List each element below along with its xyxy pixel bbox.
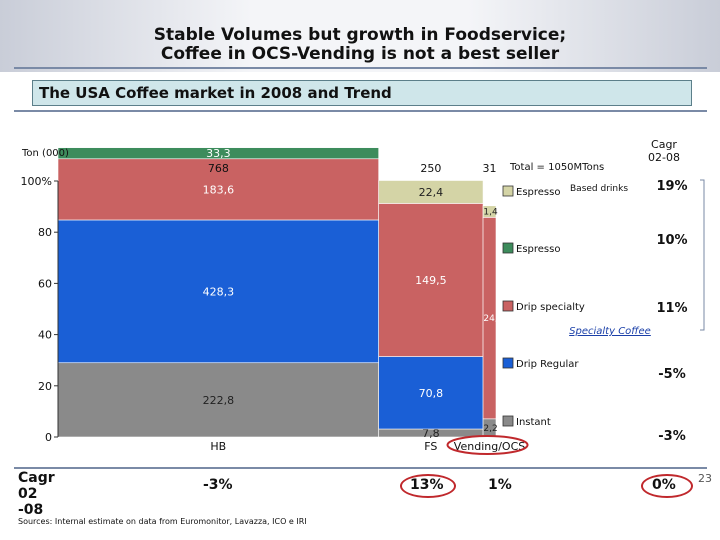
segment-espresso-0 xyxy=(57,147,379,160)
legend-label-drip_regular: Drip Regular xyxy=(516,359,579,370)
bottom-cagr-label: Cagr 02 -08 xyxy=(18,470,55,518)
legend-swatch-instant xyxy=(502,415,514,427)
legend-label-drip_specialty: Drip specialty xyxy=(516,302,585,313)
specialty-coffee-label: Specialty Coffee xyxy=(569,326,651,337)
x-category-label: HB xyxy=(210,440,226,453)
y-tick-label: 0 xyxy=(45,431,52,444)
column-total-label: 768 xyxy=(208,162,229,175)
total-label: Total = 1050MTons xyxy=(509,162,604,173)
legend-swatch-espresso xyxy=(502,242,514,254)
y-tick-label: 60 xyxy=(38,277,52,290)
source-note: Sources: Internal estimate on data from … xyxy=(18,517,307,526)
legend-cagr-drip_regular: -5% xyxy=(658,367,685,382)
x-category-label: FS xyxy=(424,440,437,453)
title-divider xyxy=(14,67,707,69)
value-label: 70,8 xyxy=(419,387,444,400)
page-number: 23 xyxy=(698,472,712,485)
value-label: 24, xyxy=(483,314,497,324)
cagr-header-2: 02-08 xyxy=(648,151,680,164)
legend-cagr-espresso: 10% xyxy=(656,233,687,248)
segment-drip_specialty-0 xyxy=(57,158,379,221)
value-label: 33,3 xyxy=(206,147,231,160)
legend-cagr-instant: -3% xyxy=(658,429,685,444)
chart-subtitle: The USA Coffee market in 2008 and Trend xyxy=(32,80,692,106)
subtitle-divider xyxy=(14,110,707,112)
legend-cagr-drip_specialty: 11% xyxy=(656,301,687,316)
value-label: 222,8 xyxy=(203,394,235,407)
value-label: 1,4 xyxy=(483,208,498,218)
segment-espresso_based-1 xyxy=(378,180,484,204)
legend-swatch-drip_specialty xyxy=(502,300,514,312)
marimekko-chart: 222,8 428,3 183,6 33,3 7,8 70,8 149,5 22,4 2,2 24… xyxy=(21,138,705,455)
specialty-bracket xyxy=(700,179,705,331)
value-label: 428,3 xyxy=(203,285,235,298)
x-category-label: Vending/OCS xyxy=(454,440,525,453)
legend-label-espresso_based: Espresso xyxy=(516,187,560,198)
value-label: 2,2 xyxy=(483,424,497,434)
legend-cagr-espresso_based: 19% xyxy=(656,179,687,194)
cagr-header-1: Cagr xyxy=(651,138,677,151)
legend-swatch-espresso_based xyxy=(502,185,514,197)
bottom-divider xyxy=(14,467,707,469)
vending-highlight-circle xyxy=(446,435,529,455)
page-title-line1: Stable Volumes but growth in Foodservice… xyxy=(153,25,567,45)
value-label: 149,5 xyxy=(415,274,447,287)
y-tick-label: 80 xyxy=(38,226,52,239)
segment-drip_regular-0 xyxy=(57,219,379,364)
segment-instant-0 xyxy=(57,362,379,438)
y-tick-label: 100% xyxy=(21,175,52,188)
vending-cagr-value: 1% xyxy=(488,477,512,493)
fs-cagr-highlight-circle xyxy=(400,474,456,498)
y-tick-label: 20 xyxy=(38,380,52,393)
value-label: 183,6 xyxy=(203,183,235,196)
hb-cagr-value: -3% xyxy=(203,477,233,493)
column-total-label: 250 xyxy=(420,162,441,175)
title-band xyxy=(0,0,720,72)
y-tick-label: 40 xyxy=(38,329,52,342)
legend-label2-espresso_based: Based drinks xyxy=(570,184,628,194)
value-label: 7,8 xyxy=(422,427,440,440)
legend-label-instant: Instant xyxy=(516,417,551,428)
segment-espresso_based-2 xyxy=(482,205,497,218)
column-total-label: 31 xyxy=(483,162,497,175)
value-label: 22,4 xyxy=(419,186,444,199)
legend-swatch-drip_regular xyxy=(502,357,514,369)
legend-label-espresso: Espresso xyxy=(516,244,560,255)
overall-cagr-highlight-circle xyxy=(641,474,693,498)
page-title-line2: Coffee in OCS-Vending is not a best sell… xyxy=(160,44,560,64)
y-axis-title: Ton (000) xyxy=(21,148,69,159)
segment-drip_regular-1 xyxy=(378,356,484,430)
